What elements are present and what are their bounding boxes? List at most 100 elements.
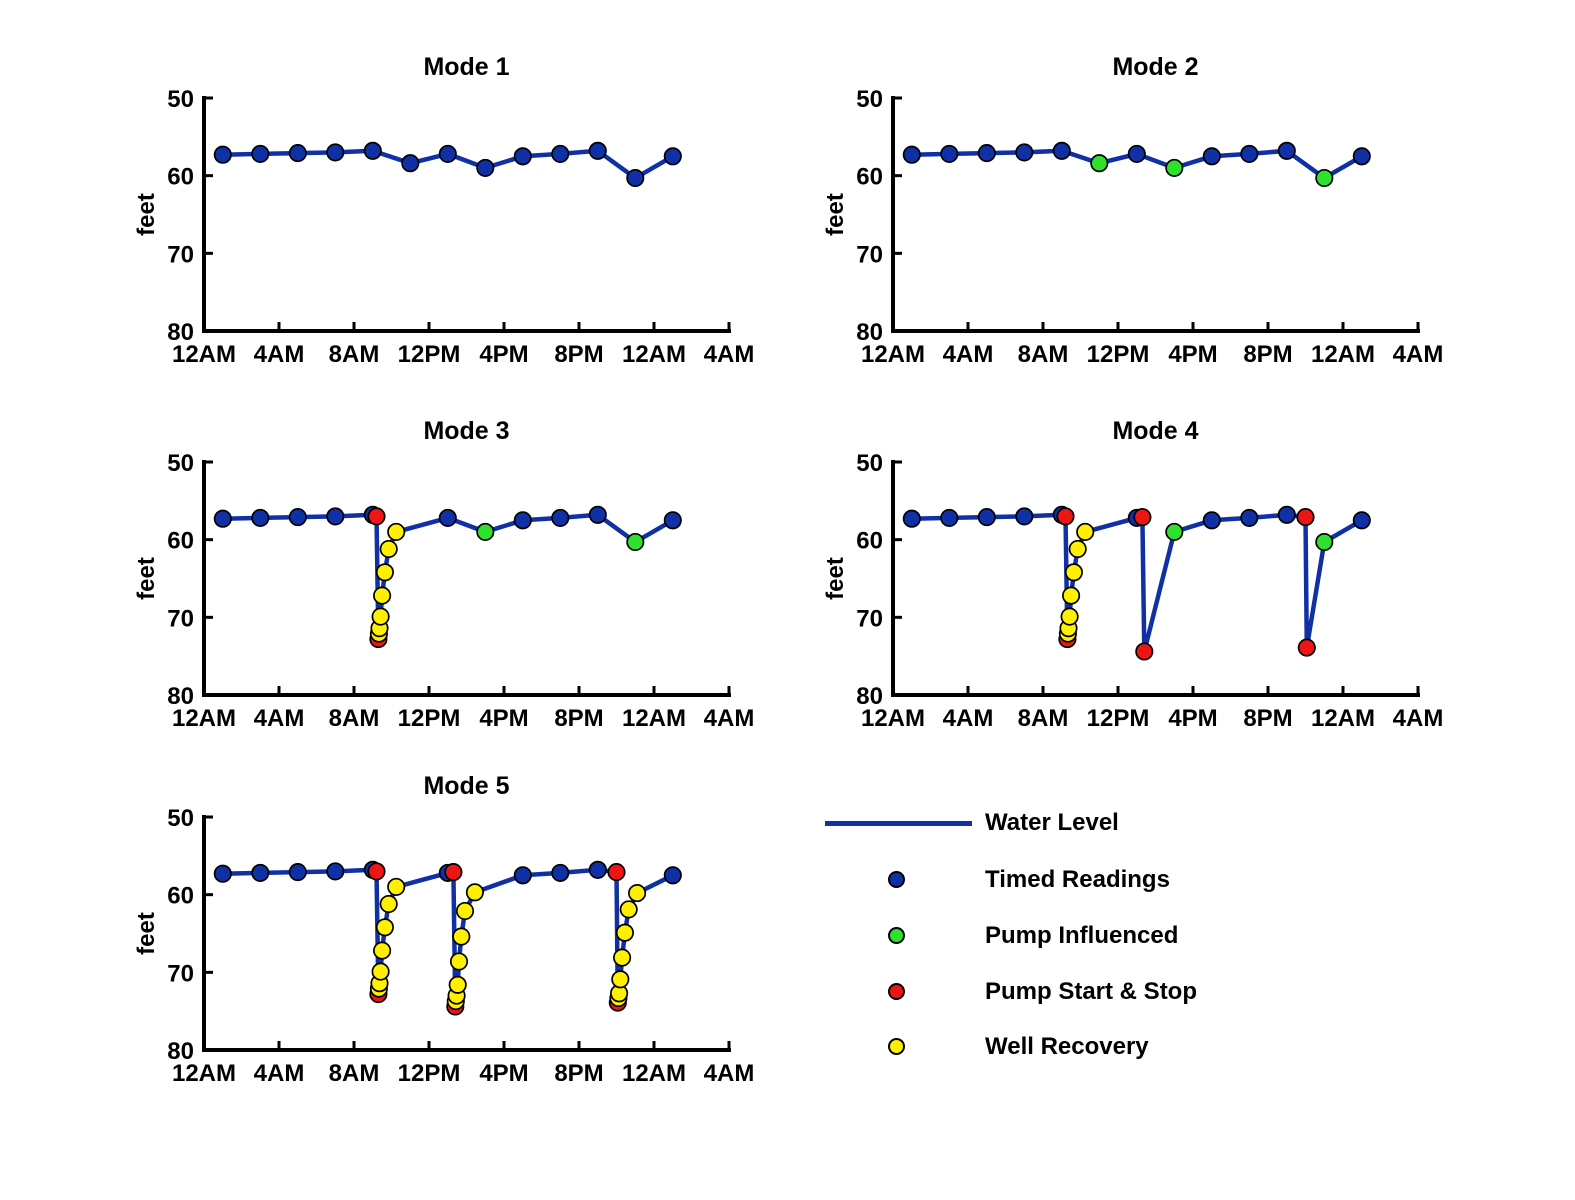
data-point-timed [977, 508, 996, 527]
y-tick-label: 50 [856, 450, 883, 477]
pump-start-stop-dot-swatch [888, 983, 905, 1000]
x-tick-label: 4AM [1393, 705, 1444, 732]
data-point-recovery [1060, 607, 1079, 626]
legend-item-timed-readings: Timed Readings [820, 858, 1280, 902]
x-tick-label: 8AM [1018, 705, 1069, 732]
data-point-recovery [1064, 563, 1083, 582]
x-tick-label: 12PM [1087, 341, 1150, 368]
data-point-recovery [615, 923, 634, 942]
x-tick-label: 12AM [1311, 705, 1375, 732]
data-point-influenced [626, 532, 645, 552]
data-point-timed [551, 863, 570, 882]
x-tick-label: 4AM [254, 341, 305, 368]
well-recovery-dot-swatch [888, 1038, 905, 1055]
x-tick-label: 12AM [861, 705, 925, 732]
data-point-recovery [448, 975, 467, 994]
data-point-recovery [465, 883, 484, 902]
axis-lines [202, 96, 731, 333]
legend-item-pump-start-stop: Pump Start & Stop [820, 970, 1280, 1014]
y-tick-label: 70 [167, 241, 194, 268]
data-point-timed [1352, 147, 1371, 166]
data-point-recovery [373, 586, 392, 605]
data-point-recovery [628, 884, 647, 903]
data-point-recovery [387, 522, 406, 541]
data-point-recovery [613, 948, 632, 967]
chart-title: Mode 1 [423, 53, 510, 81]
data-point-timed [438, 508, 457, 527]
y-axis-label: feet [133, 912, 160, 955]
data-point-timed [588, 505, 607, 524]
data-point-timed [251, 508, 270, 527]
data-point-timed [251, 144, 270, 163]
y-tick-label: 80 [167, 1038, 194, 1065]
water-level-line [222, 512, 674, 642]
data-point-timed [213, 509, 232, 528]
data-point-timed [1202, 147, 1221, 166]
data-point-timed [551, 144, 570, 163]
y-tick-label: 60 [167, 164, 194, 191]
x-tick-label: 12AM [172, 341, 236, 368]
data-point-recovery [371, 962, 390, 981]
x-tick-label: 8PM [554, 705, 603, 732]
legend-item-water-level: Water Level [820, 801, 1280, 845]
x-tick-label: 12AM [1311, 341, 1375, 368]
y-axis-label: feet [822, 557, 849, 600]
y-tick-label: 50 [167, 805, 194, 832]
data-point-timed [663, 511, 682, 530]
data-point-start-stop [607, 863, 626, 882]
data-point-timed [288, 863, 307, 882]
water-level-line [911, 512, 1363, 654]
x-tick-label: 12PM [1087, 705, 1150, 732]
x-tick-label: 4AM [943, 705, 994, 732]
chart-title: Mode 3 [423, 417, 510, 445]
data-point-recovery [373, 941, 392, 960]
data-point-recovery [379, 539, 398, 559]
x-tick-label: 4PM [1168, 341, 1217, 368]
y-tick-label: 50 [856, 86, 883, 113]
data-point-timed [940, 508, 959, 527]
data-point-timed [1352, 511, 1371, 530]
data-point-start-stop [367, 507, 386, 526]
data-point-timed [513, 147, 532, 166]
y-tick-label: 50 [167, 86, 194, 113]
x-tick-label: 8PM [1243, 705, 1292, 732]
data-point-start-stop [1296, 508, 1315, 527]
x-tick-label: 12PM [398, 705, 461, 732]
y-tick-label: 80 [856, 319, 883, 346]
y-tick-label: 60 [856, 164, 883, 191]
y-tick-label: 70 [167, 960, 194, 987]
data-point-recovery [379, 894, 398, 914]
data-point-recovery [1062, 586, 1081, 605]
legend: Water Level Timed Readings Pump Influenc… [820, 792, 1280, 1092]
x-tick-label: 12PM [398, 1060, 461, 1087]
x-tick-label: 4AM [1393, 341, 1444, 368]
x-tick-label: 12AM [622, 1060, 686, 1087]
data-point-timed [401, 154, 420, 173]
y-axis-label: feet [133, 193, 160, 236]
data-point-timed [1015, 507, 1034, 526]
data-point-timed [1277, 505, 1296, 524]
x-tick-label: 12AM [172, 705, 236, 732]
data-point-timed [663, 866, 682, 885]
data-point-timed [326, 862, 345, 881]
x-tick-label: 8AM [1018, 341, 1069, 368]
data-point-recovery [371, 607, 390, 626]
data-point-start-stop [1133, 508, 1152, 527]
water-level-line-swatch [825, 821, 972, 826]
legend-label: Water Level [985, 809, 1119, 836]
x-tick-label: 4AM [254, 705, 305, 732]
y-tick-label: 80 [856, 683, 883, 710]
y-tick-label: 70 [856, 241, 883, 268]
data-point-timed [438, 144, 457, 163]
data-point-timed [213, 145, 232, 164]
data-point-timed [1240, 508, 1259, 527]
data-point-start-stop [444, 863, 463, 882]
y-axis-label: feet [133, 557, 160, 600]
mode-4-chart: Mode 4 50 60 70 80 12AM 4AM 8AM 12PM 4PM 8PM 12AM 4… [813, 412, 1453, 757]
x-tick-label: 12PM [398, 341, 461, 368]
y-axis-label: feet [822, 193, 849, 236]
x-tick-label: 4PM [479, 341, 528, 368]
